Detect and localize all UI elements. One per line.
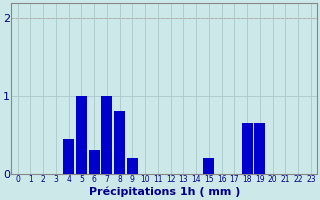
Bar [242,123,252,174]
Bar [89,150,100,174]
Bar [204,158,214,174]
Bar [114,111,125,174]
Bar [127,158,138,174]
Bar [76,96,87,174]
Bar [63,139,74,174]
Bar [254,123,265,174]
Bar [101,96,112,174]
X-axis label: Précipitations 1h ( mm ): Précipitations 1h ( mm ) [89,187,240,197]
